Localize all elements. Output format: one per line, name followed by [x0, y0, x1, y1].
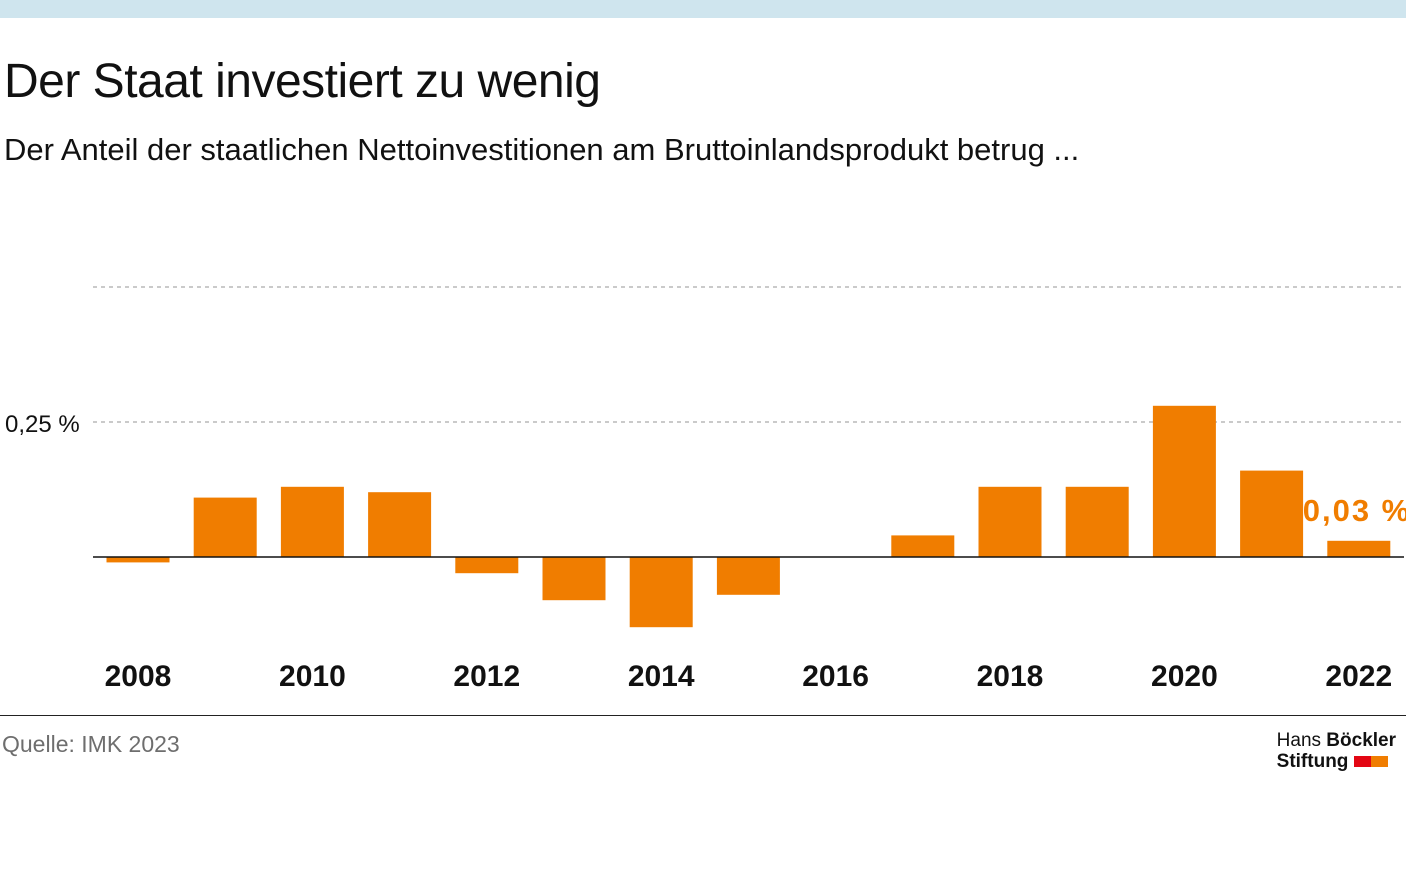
bar-2021 — [1240, 470, 1304, 557]
bar-2019 — [1065, 486, 1129, 557]
value-annotation-2022: 0,03 % — [1303, 493, 1406, 528]
bar-2022 — [1327, 540, 1391, 557]
bar-2018 — [978, 486, 1042, 557]
x-tick-label-2010: 2010 — [279, 660, 346, 693]
x-tick-label-2022: 2022 — [1325, 660, 1392, 693]
bar-2014 — [629, 557, 693, 628]
logo-mark-icon — [1354, 756, 1389, 767]
bars-layer — [106, 405, 1391, 628]
bar-2020 — [1152, 405, 1216, 557]
y-tick-label: 0,25 % — [5, 411, 80, 438]
x-tick-label-2014: 2014 — [628, 660, 695, 693]
source-note: Quelle: IMK 2023 — [2, 731, 180, 757]
bar-2008 — [106, 557, 170, 563]
x-tick-label-2012: 2012 — [453, 660, 520, 693]
logo-orange-block — [1371, 756, 1389, 767]
labels-layer: 0,25 % 2008 2010 2012 2014 2016 2018 2020 2022 0,… — [5, 411, 1406, 693]
hans-boeckler-stiftung-logo: Hans Böckler Stiftung — [1277, 730, 1396, 772]
chart-title: Der Staat investiert zu wenig — [4, 55, 601, 108]
x-tick-label-2018: 2018 — [977, 660, 1044, 693]
bar-2015 — [716, 557, 780, 595]
chart-subtitle: Der Anteil der staatlichen Nettoinvestit… — [4, 132, 1080, 167]
x-tick-label-2020: 2020 — [1151, 660, 1218, 693]
logo-word-hans: Hans — [1276, 730, 1322, 751]
x-tick-label-2008: 2008 — [105, 660, 172, 693]
bar-2010 — [280, 486, 344, 557]
bar-chart: 0,25 % 2008 2010 2012 2014 2016 2018 2020 2022 0,… — [5, 286, 1406, 693]
bar-2017 — [891, 535, 955, 557]
logo-red-block — [1354, 756, 1372, 767]
bar-2011 — [368, 492, 432, 557]
bar-2012 — [455, 557, 519, 574]
top-band — [0, 0, 1406, 18]
logo-word-boeckler: Böckler — [1326, 730, 1396, 751]
x-tick-label-2016: 2016 — [802, 660, 869, 693]
footer-divider — [0, 715, 1406, 716]
logo-word-stiftung: Stiftung — [1276, 751, 1349, 772]
grid-layer — [93, 286, 1404, 423]
bar-2013 — [542, 557, 606, 601]
bar-2009 — [193, 497, 257, 557]
